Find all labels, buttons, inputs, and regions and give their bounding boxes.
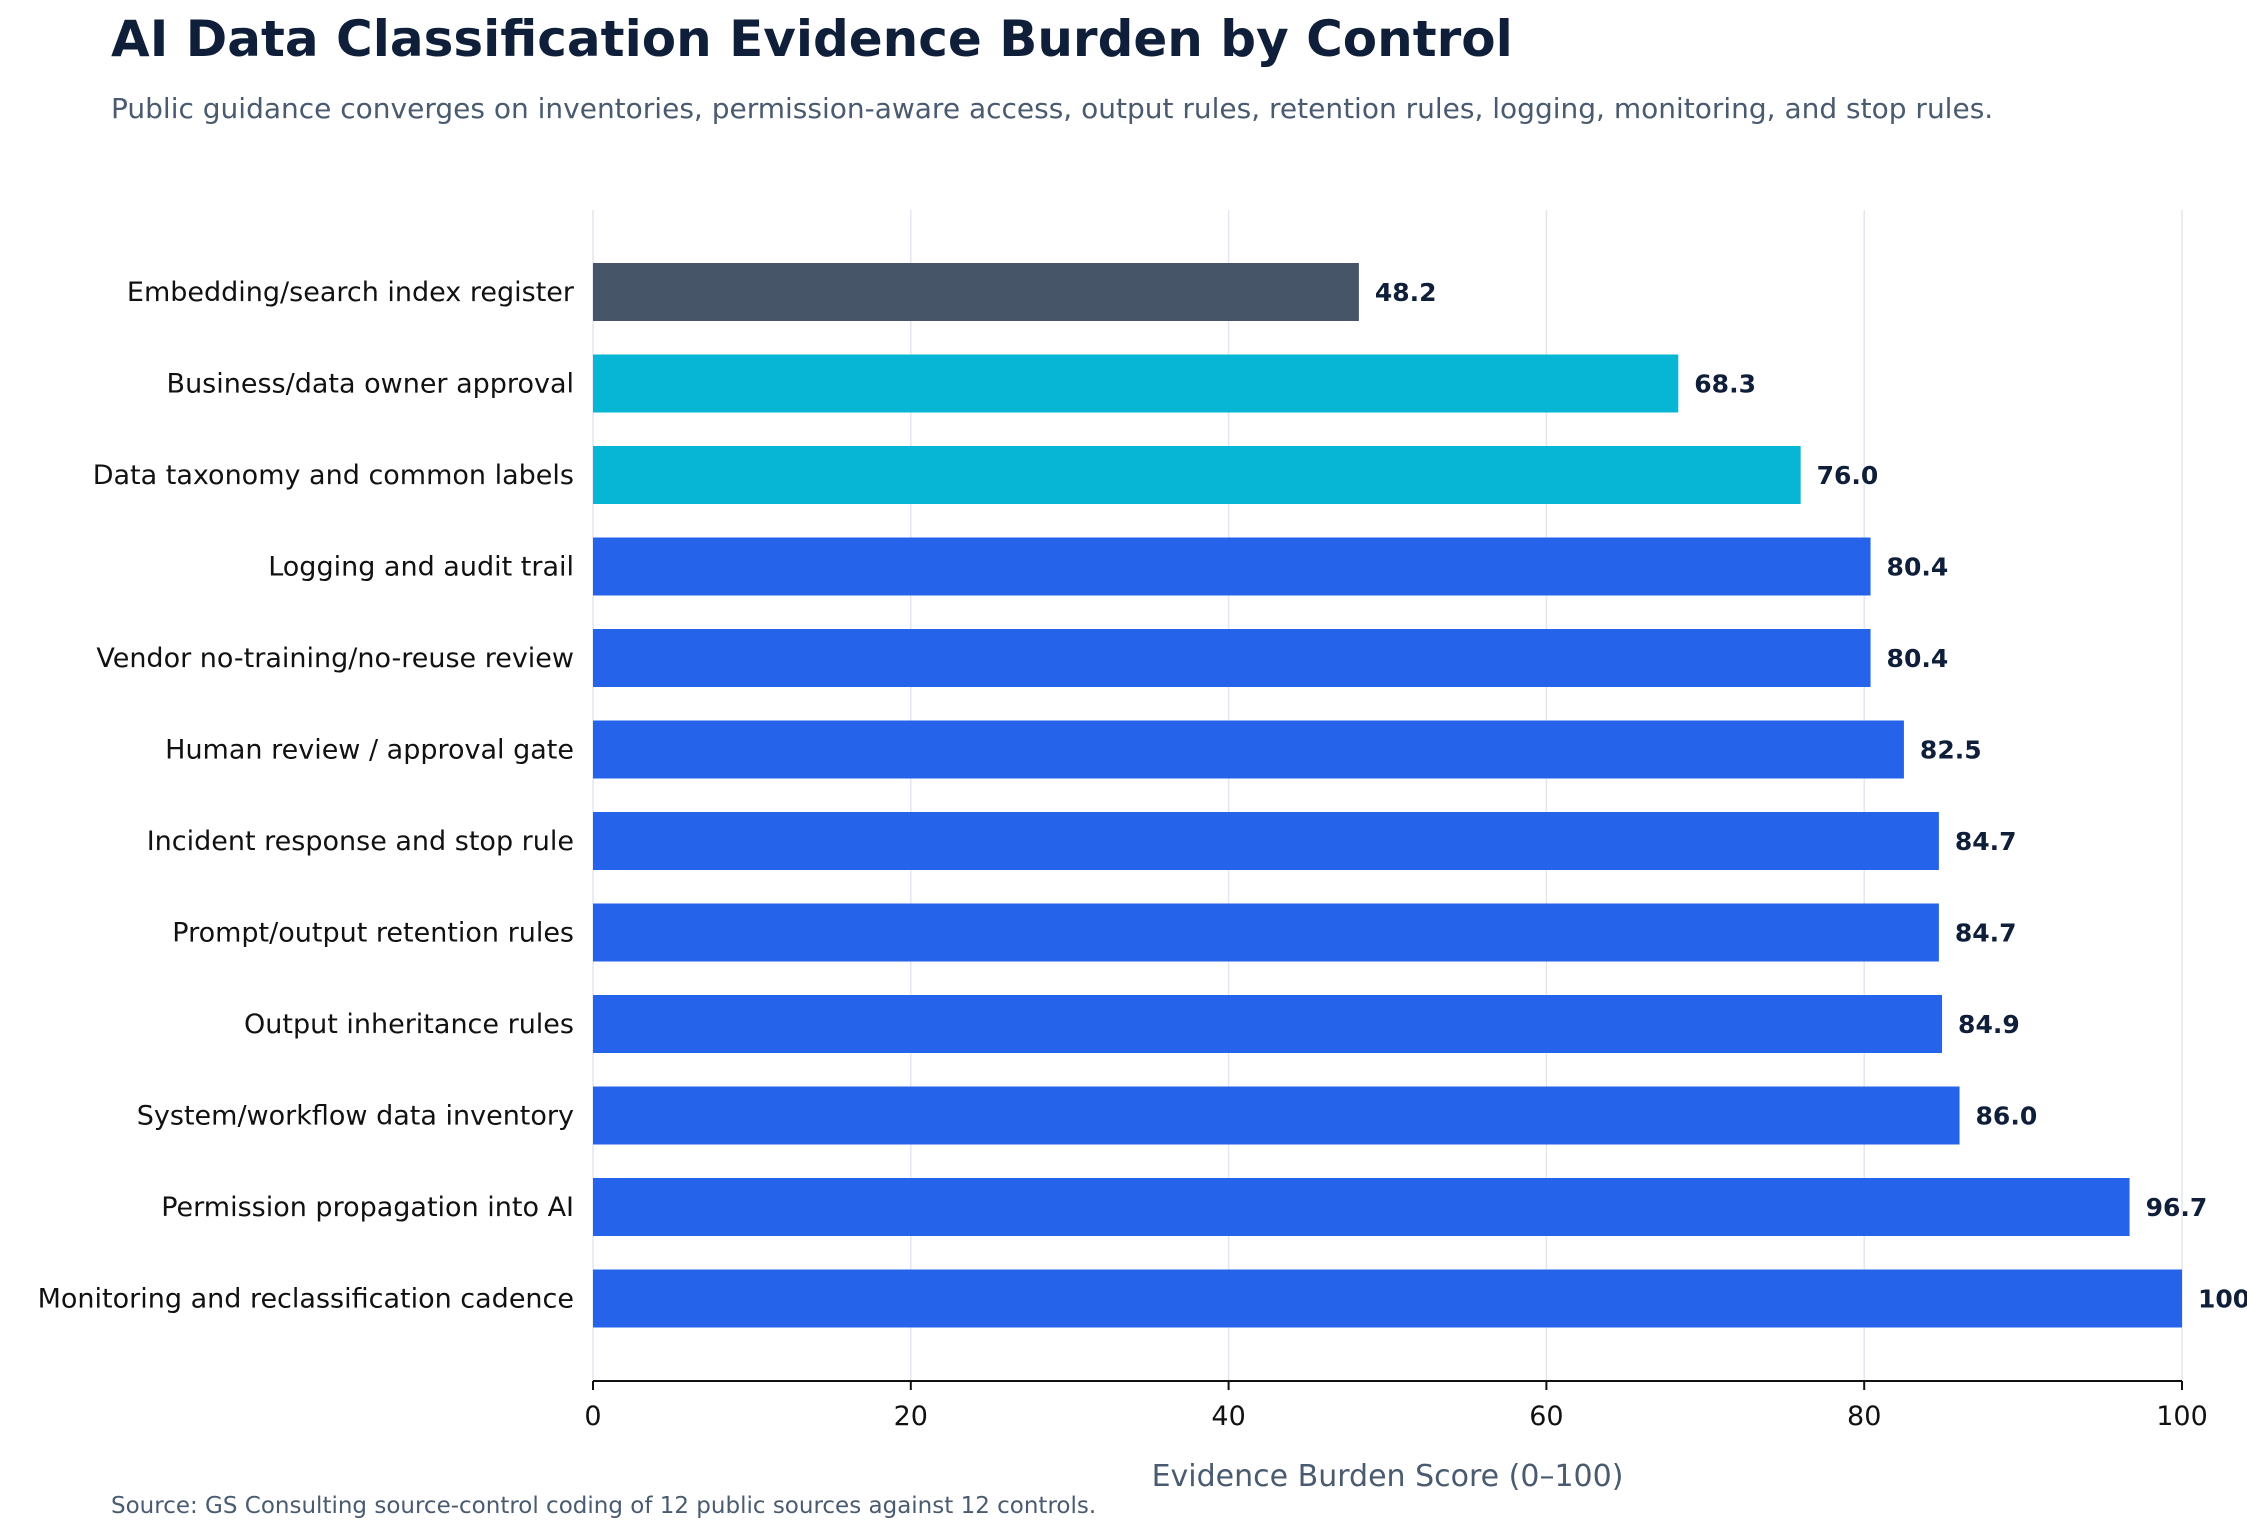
value-label: 76.0 xyxy=(1817,461,1879,490)
x-tick-label: 80 xyxy=(1847,1401,1881,1432)
bar xyxy=(593,537,1871,596)
value-label: 48.2 xyxy=(1375,278,1437,307)
x-axis: 0 20 40 60 80 100 xyxy=(584,1380,2208,1432)
category-label: Embedding/search index register xyxy=(127,277,575,308)
bar xyxy=(593,1178,2130,1236)
x-tick-label: 0 xyxy=(584,1401,601,1432)
category-label: System/workflow data inventory xyxy=(137,1101,574,1132)
bar xyxy=(593,629,1871,687)
x-tick-label: 40 xyxy=(1211,1401,1245,1432)
category-label: Prompt/output retention rules xyxy=(172,918,574,949)
value-label: 80.4 xyxy=(1887,553,1949,582)
bar xyxy=(593,812,1939,870)
value-label: 86.0 xyxy=(1976,1102,2038,1131)
category-label: Permission propagation into AI xyxy=(161,1192,574,1223)
bar xyxy=(593,446,1801,504)
bar xyxy=(593,995,1943,1053)
x-tick-label: 100 xyxy=(2156,1401,2208,1432)
x-tick-label: 20 xyxy=(894,1401,928,1432)
category-label: Business/data owner approval xyxy=(167,369,574,400)
source-note: Source: GS Consulting source-control cod… xyxy=(111,1493,1097,1519)
value-label: 96.7 xyxy=(2146,1193,2208,1222)
category-label: Output inheritance rules xyxy=(244,1009,574,1040)
category-label: Monitoring and reclassification cadence xyxy=(38,1284,574,1315)
value-label: 68.3 xyxy=(1694,370,1756,399)
category-label: Logging and audit trail xyxy=(268,552,574,583)
labels: Embedding/search index register 48.2 Busin… xyxy=(38,277,2247,1315)
bar xyxy=(593,903,1939,962)
bar xyxy=(593,354,1679,413)
x-tick-label: 60 xyxy=(1529,1401,1563,1432)
bar xyxy=(593,1269,2182,1328)
value-label: 84.7 xyxy=(1955,919,2017,948)
bar xyxy=(593,720,1904,779)
value-label: 84.7 xyxy=(1955,827,2017,856)
value-label: 100.0 xyxy=(2198,1285,2247,1314)
bar xyxy=(593,1086,1960,1145)
value-label: 84.9 xyxy=(1958,1010,2020,1039)
bar xyxy=(593,263,1359,321)
category-label: Human review / approval gate xyxy=(165,735,574,766)
x-axis-title: Evidence Burden Score (0–100) xyxy=(1152,1459,1624,1494)
chart-subtitle: Public guidance converges on inventories… xyxy=(111,92,1994,125)
category-label: Incident response and stop rule xyxy=(147,826,574,857)
chart-title: AI Data Classification Evidence Burden b… xyxy=(111,10,1513,68)
category-label: Data taxonomy and common labels xyxy=(93,460,574,491)
value-label: 80.4 xyxy=(1887,644,1949,673)
bars xyxy=(593,263,2182,1328)
value-label: 82.5 xyxy=(1920,736,1982,765)
category-label: Vendor no-training/no-reuse review xyxy=(96,643,574,674)
